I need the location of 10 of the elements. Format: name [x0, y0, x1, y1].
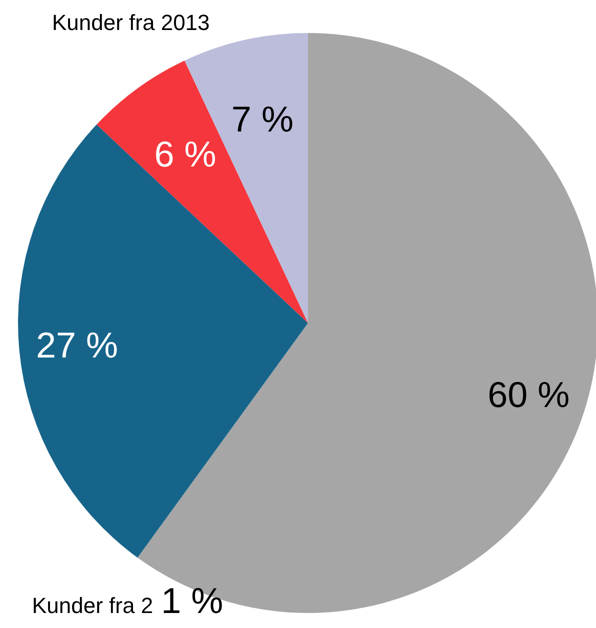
text: 1 %: [161, 580, 224, 622]
data-label: 27 %: [36, 324, 118, 366]
data-label: 7 %: [231, 98, 294, 140]
text: Kunder fra 2: [32, 593, 154, 619]
data-label: 60 %: [488, 374, 570, 416]
data-label: 6 %: [154, 134, 216, 175]
pie-slice: [184, 33, 308, 323]
chart-title: Kunder fra 2013: [52, 10, 210, 36]
pie-slice: [96, 60, 308, 323]
pie-slice: [138, 33, 596, 613]
